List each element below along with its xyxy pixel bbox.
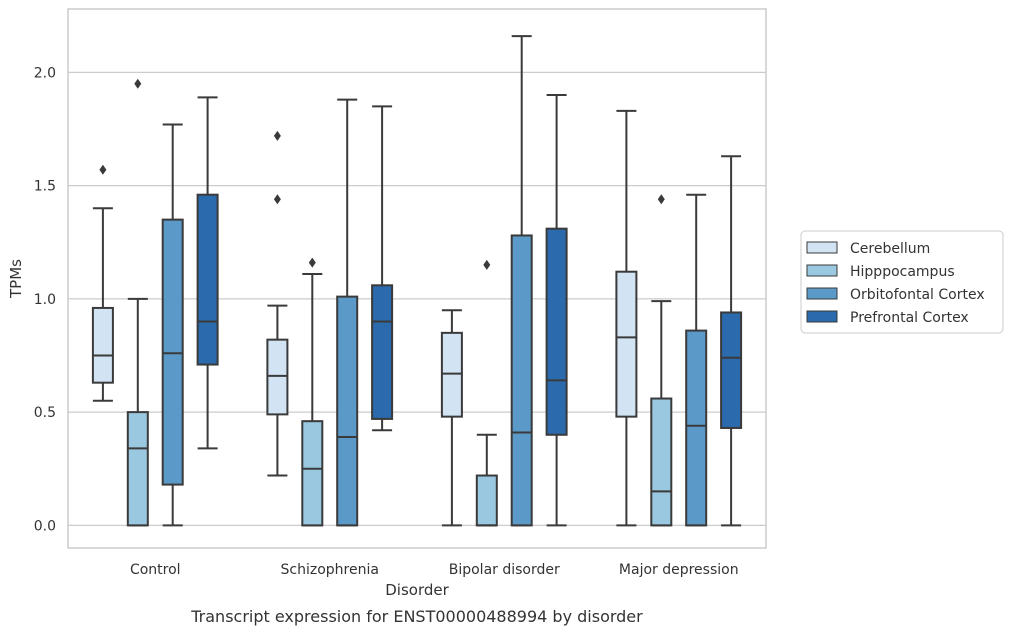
box-prefrontal-cortex — [720, 155, 743, 527]
y-tick-label: 0.0 — [34, 518, 56, 534]
box-orbitofontal-cortex — [510, 35, 533, 527]
x-tick-label: Control — [130, 562, 181, 578]
box-hipppocampus — [301, 257, 324, 527]
y-axis-label: TPMs — [7, 259, 25, 299]
legend-swatch — [806, 241, 838, 254]
box-cerebellum — [615, 109, 638, 527]
outlier-point — [483, 259, 491, 270]
iqr-box — [91, 306, 114, 384]
box-orbitofontal-cortex — [336, 98, 359, 527]
box-orbitofontal-cortex — [685, 193, 708, 527]
iqr-box — [301, 420, 324, 527]
gridlines — [68, 71, 766, 526]
outlier-point — [657, 194, 665, 205]
box-hipppocampus — [126, 78, 149, 527]
outlier-point — [99, 164, 107, 175]
box-cerebellum — [440, 309, 463, 527]
box-cerebellum — [91, 164, 114, 402]
box-prefrontal-cortex — [196, 96, 219, 450]
iqr-box — [266, 338, 289, 416]
iqr-box — [720, 311, 743, 429]
chart-caption: Transcript expression for ENST0000048899… — [190, 607, 643, 626]
outlier-point — [134, 78, 142, 89]
y-tick-label: 1.0 — [34, 292, 56, 308]
iqr-box — [371, 284, 394, 420]
iqr-box — [126, 411, 149, 527]
y-tick-label: 0.5 — [34, 405, 56, 421]
box-prefrontal-cortex — [371, 105, 394, 432]
box-layer — [91, 35, 743, 527]
y-axis-ticks: 0.0 0.5 1.0 1.5 2.0 — [34, 65, 56, 534]
iqr-box — [545, 227, 568, 436]
box-prefrontal-cortex — [545, 94, 568, 527]
iqr-box — [440, 331, 463, 418]
iqr-box — [615, 270, 638, 418]
x-tick-label: Major depression — [619, 562, 739, 578]
iqr-box — [510, 234, 533, 527]
outlier-point — [273, 194, 281, 205]
outlier-point — [273, 130, 281, 141]
y-tick-label: 2.0 — [34, 65, 56, 81]
x-axis-label: Disorder — [385, 581, 449, 599]
legend-swatch — [806, 264, 838, 277]
box-cerebellum — [266, 130, 289, 477]
box-hipppocampus — [475, 259, 498, 527]
plot-frame — [67, 8, 767, 549]
iqr-box — [650, 397, 673, 527]
y-tick-label: 1.5 — [34, 179, 56, 195]
iqr-box — [336, 295, 359, 527]
legend-label: Cerebellum — [850, 241, 930, 257]
legend-swatch — [806, 310, 838, 323]
legend-label: Prefrontal Cortex — [850, 310, 969, 326]
x-tick-label: Schizophrenia — [281, 562, 379, 578]
iqr-box — [475, 474, 498, 527]
legend-swatch — [806, 287, 838, 300]
outlier-point — [308, 257, 316, 268]
legend-label: Hipppocampus — [850, 264, 955, 280]
legend-label: Orbitofontal Cortex — [850, 287, 985, 303]
legend-box — [800, 230, 1004, 334]
box-hipppocampus — [650, 194, 673, 527]
box-orbitofontal-cortex — [161, 123, 184, 527]
x-tick-label: Bipolar disorder — [449, 562, 560, 578]
iqr-box — [685, 329, 708, 527]
iqr-box — [196, 193, 219, 366]
iqr-box — [161, 218, 184, 486]
legend: Cerebellum Hipppocampus Orbitofontal Corte… — [800, 230, 1004, 334]
x-axis-ticks: Control Schizophrenia Bipolar disorder Majo… — [130, 562, 739, 578]
